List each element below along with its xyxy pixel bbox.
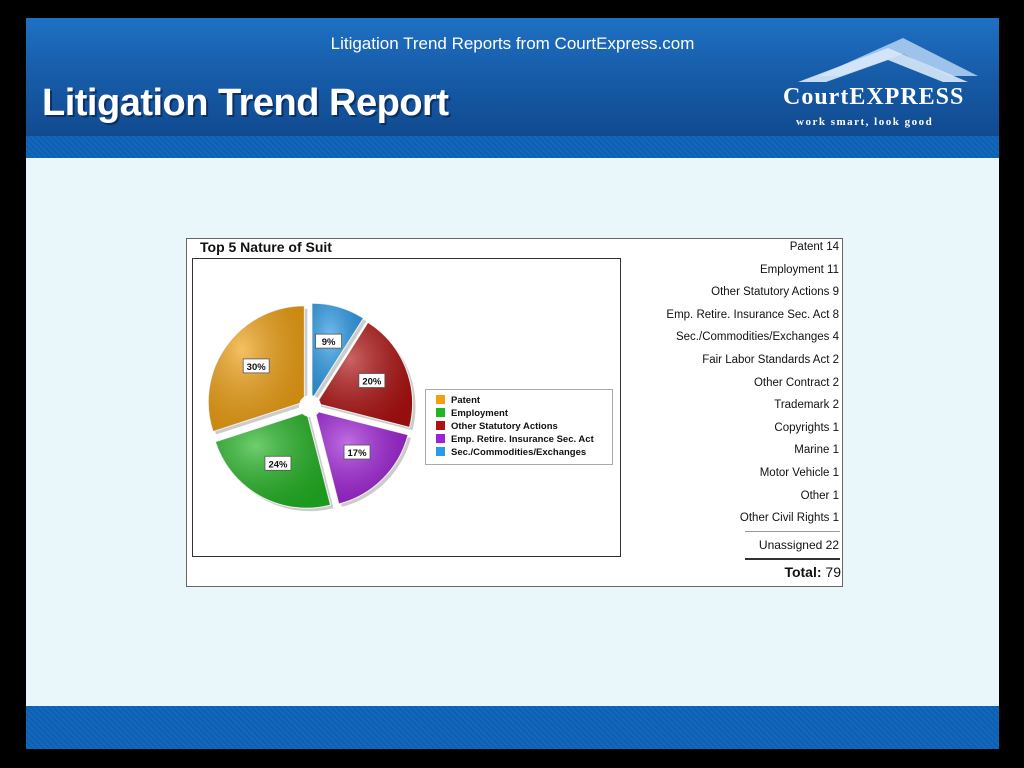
legend-item: Employment: [436, 408, 508, 421]
legend-swatch: [436, 421, 445, 430]
total-label: Total:: [784, 564, 822, 580]
category-row: Trademark 2: [774, 399, 839, 419]
category-value: 9: [832, 286, 839, 299]
category-row: Marine 1: [794, 444, 839, 464]
category-row: Copyrights 1: [774, 422, 839, 442]
unassigned-label: Unassigned: [758, 538, 823, 552]
category-value: 1: [832, 421, 839, 434]
category-label: Copyrights: [774, 421, 833, 434]
slice-label: 24%: [268, 459, 288, 470]
header-strip: [26, 136, 999, 158]
category-value: 1: [832, 444, 839, 457]
slice-label-box: [358, 373, 386, 388]
slide: Litigation Trend Reports from CourtExpre…: [26, 18, 999, 749]
legend-label: Emp. Retire. Insurance Sec. Act: [451, 434, 594, 445]
category-row: Fair Labor Standards Act 2: [702, 354, 839, 374]
slice-label-box: [242, 358, 270, 374]
category-label: Marine: [794, 444, 833, 457]
legend-item: Patent: [436, 395, 480, 408]
category-label: Trademark: [774, 399, 833, 412]
legend-label: Patent: [451, 395, 481, 406]
category-row: Sec./Commodities/Exchanges 4: [676, 331, 839, 351]
category-label: Other Statutory Actions: [711, 286, 833, 299]
category-label: Other: [800, 489, 833, 502]
category-value: 4: [832, 331, 839, 344]
legend-label: Other Statutory Actions: [451, 421, 558, 432]
divider: [745, 531, 840, 532]
legend-label: Sec./Commodities/Exchanges: [451, 447, 587, 458]
chart-title: Top 5 Nature of Suit: [200, 239, 332, 255]
chart-box: 9% 20% 17% 24% 30% Patent Employment Other Sta…: [192, 258, 621, 557]
category-value: 2: [832, 354, 839, 366]
category-row: Employment 11: [760, 264, 839, 284]
slice-label: 17%: [348, 448, 368, 459]
category-label: Fair Labor Standards Act: [702, 354, 833, 366]
slice-label-box: [343, 444, 371, 460]
total-value: 79: [825, 564, 841, 580]
category-row: Other Contract 2: [754, 377, 839, 397]
slice-label-box: [264, 455, 292, 471]
category-label: Employment: [759, 263, 828, 276]
courtexpress-logo: CourtEXPRESS work smart, look good: [778, 36, 983, 128]
category-label: Patent: [789, 241, 827, 253]
legend-swatch: [436, 408, 445, 417]
unassigned-value: 22: [825, 538, 839, 552]
category-label: Sec./Commodities/Exchanges: [675, 331, 833, 344]
slice-label: 30%: [247, 362, 267, 373]
chart-legend: Patent Employment Other Statutory Actions E…: [425, 389, 613, 465]
category-row: Motor Vehicle 1: [760, 467, 839, 487]
slice-label: 9%: [322, 337, 336, 348]
legend-swatch: [436, 447, 445, 456]
mountain-logo-icon: [798, 38, 978, 82]
legend-item: Other Statutory Actions: [436, 421, 558, 434]
category-value: 2: [832, 399, 839, 412]
category-value: 1: [832, 512, 839, 525]
legend-item: Sec./Commodities/Exchanges: [436, 447, 586, 460]
footer-bar: [26, 706, 999, 749]
category-label: Emp. Retire. Insurance Sec. Act: [666, 308, 833, 321]
category-label: Other Civil Rights: [739, 512, 833, 525]
category-value: 11: [827, 263, 839, 276]
slice-label-box: [315, 333, 342, 349]
pie-chart: 9% 20% 17% 24% 30%: [207, 302, 416, 512]
total-divider: [745, 558, 840, 560]
subtitle: Litigation Trend Reports from CourtExpre…: [330, 34, 695, 53]
report-panel: Top 5 Nature of Suit 9% 20% 17% 24% 30% Pate…: [186, 238, 843, 587]
legend-swatch: [436, 395, 445, 404]
category-row: Other 1: [801, 490, 839, 510]
legend-item: Emp. Retire. Insurance Sec. Act: [436, 434, 594, 447]
category-label: Motor Vehicle: [759, 467, 833, 479]
slice-label: 20%: [362, 377, 382, 388]
logo-tagline: work smart, look good: [796, 116, 934, 128]
category-value: 2: [832, 376, 839, 389]
page-title: Litigation Trend Report: [42, 82, 449, 124]
category-label: Other Contract: [753, 376, 833, 389]
category-value: 8: [832, 308, 839, 321]
category-value: 14: [826, 241, 839, 253]
legend-label: Employment: [451, 408, 509, 419]
category-row: Emp. Retire. Insurance Sec. Act 8: [666, 309, 839, 329]
category-row: Other Civil Rights 1: [740, 512, 839, 532]
pie-slice-shade: [311, 303, 364, 400]
total-row: Total: 79: [784, 564, 841, 580]
category-value: 1: [832, 467, 839, 479]
category-row: Patent 14: [790, 241, 839, 261]
category-row: Other Statutory Actions 9: [711, 286, 839, 306]
pie-center: [299, 395, 321, 417]
category-value: 1: [832, 489, 839, 502]
header-banner: Litigation Trend Reports from CourtExpre…: [26, 18, 999, 158]
logo-name: CourtEXPRESS: [783, 84, 965, 110]
unassigned-row: Unassigned 22: [759, 538, 839, 552]
legend-swatch: [436, 434, 445, 443]
